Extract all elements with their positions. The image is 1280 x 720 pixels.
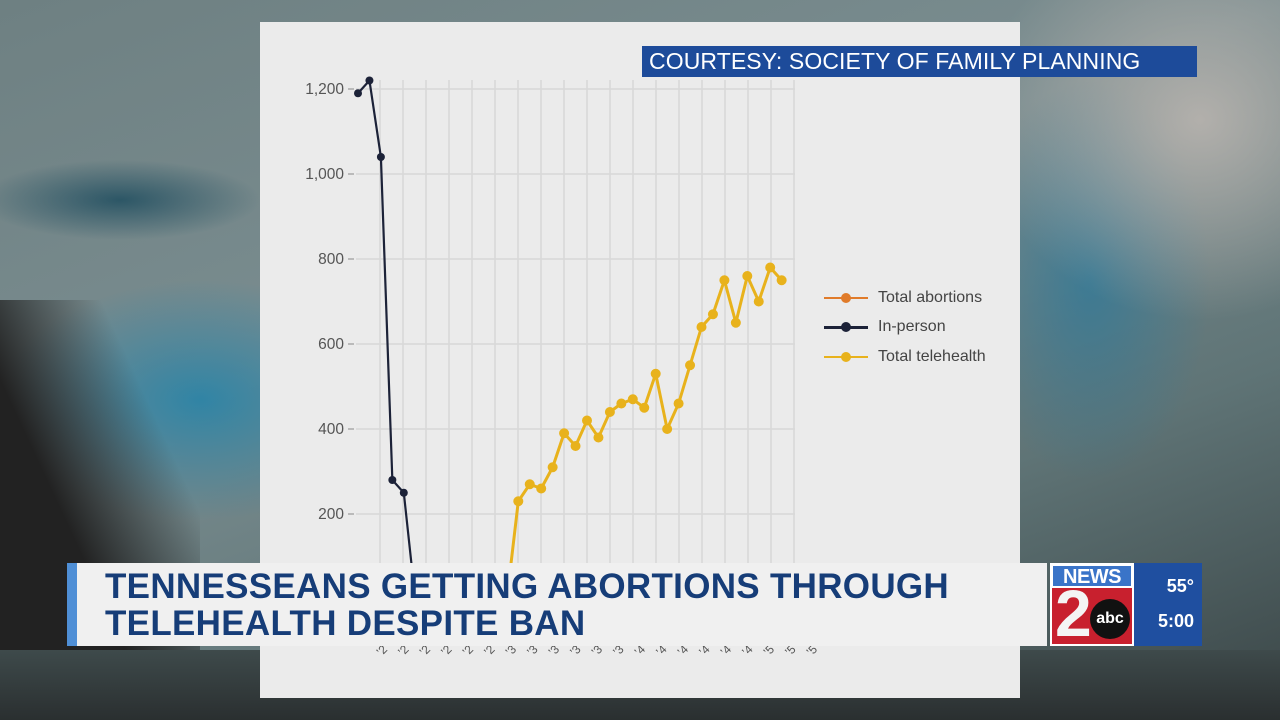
clock-time: 5:00 bbox=[1157, 611, 1194, 631]
legend-line-icon bbox=[824, 351, 868, 363]
chart-legend: Total abortions In-person Total teleheal… bbox=[824, 283, 1014, 372]
headline-line-1: TENNESSEANS GETTING ABORTIONS THROUGH bbox=[105, 567, 950, 606]
legend-item-in-person: In-person bbox=[824, 313, 1014, 343]
legend-label: In-person bbox=[878, 318, 946, 336]
legend-line-icon bbox=[824, 321, 868, 333]
weather-time-box: 55° 5:00 bbox=[1134, 563, 1202, 646]
source-credit: COURTESY: SOCIETY OF FAMILY PLANNING bbox=[642, 46, 1197, 77]
logo-news-text: NEWS bbox=[1052, 565, 1132, 588]
logo-red-block: 2 abc bbox=[1052, 580, 1132, 646]
temperature: 55° bbox=[1166, 576, 1194, 596]
lower-third-banner: TENNESSEANS GETTING ABORTIONS THROUGH TE… bbox=[67, 563, 1047, 646]
chart-series bbox=[354, 76, 787, 600]
svg-text:600: 600 bbox=[318, 336, 344, 353]
svg-text:200: 200 bbox=[318, 506, 344, 523]
legend-label: Total abortions bbox=[878, 288, 983, 306]
station-logo: NEWS 2 abc bbox=[1050, 563, 1134, 646]
abc-logo-icon: abc bbox=[1090, 599, 1130, 639]
svg-text:1,000: 1,000 bbox=[305, 166, 344, 183]
legend-item-total-abortions: Total abortions bbox=[824, 283, 1014, 313]
svg-text:800: 800 bbox=[318, 251, 344, 268]
y-axis: 200 400 600 800 1,000 1,200 bbox=[305, 81, 354, 523]
svg-text:1,200: 1,200 bbox=[305, 81, 344, 98]
svg-text:400: 400 bbox=[318, 421, 344, 438]
legend-label: Total telehealth bbox=[878, 347, 986, 365]
headline: TENNESSEANS GETTING ABORTIONS THROUGH TE… bbox=[105, 568, 949, 642]
logo-number: 2 bbox=[1055, 576, 1092, 650]
legend-line-icon bbox=[824, 292, 868, 304]
legend-item-total-telehealth: Total telehealth bbox=[824, 342, 1014, 372]
headline-line-2: TELEHEALTH DESPITE BAN bbox=[105, 604, 586, 643]
